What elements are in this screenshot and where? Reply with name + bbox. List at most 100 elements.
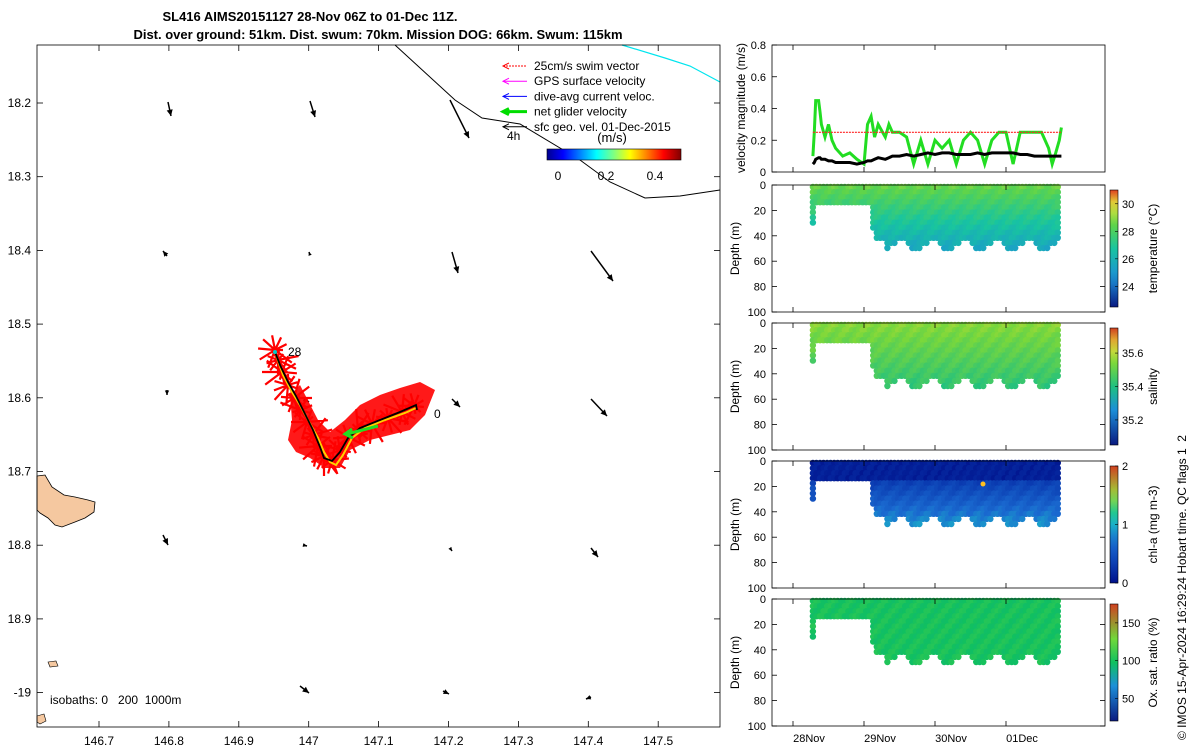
svg-text:4h: 4h (507, 129, 520, 143)
depth-tick-label: 80 (754, 558, 766, 570)
svg-text:sfc geo. vel. 01-Dec-2015: sfc geo. vel. 01-Dec-2015 (534, 120, 671, 134)
svg-text:25cm/s swim vector: 25cm/s swim vector (534, 59, 639, 73)
colorbar-tick-label: 1 (1122, 520, 1128, 532)
legend-item: GPS surface velocity (501, 74, 645, 88)
map-ytick-label: 18.4 (8, 243, 32, 257)
map-xtick-label: 146.9 (224, 734, 254, 748)
colorbar-label-chl-a: chl-a (mg m-3) (1146, 485, 1160, 563)
depth-tick-label: 80 (754, 420, 766, 432)
map-xtick-label: 147.1 (364, 734, 394, 748)
velocity-ytick-label: 0.6 (751, 72, 766, 84)
current-arrow (590, 547, 599, 558)
map-ytick-label: 18.8 (8, 538, 32, 552)
heatmap-cells (809, 597, 1062, 666)
colorbar-tick-label: 26 (1122, 254, 1134, 266)
track-start-label: 28 (288, 345, 302, 359)
current-arrow (585, 695, 592, 700)
time-xtick-label: 01Dec (1006, 733, 1038, 745)
map-xtick-label: 146.8 (154, 734, 184, 748)
time-xtick-label: 28Nov (793, 733, 825, 745)
colorbar-temperature (1109, 189, 1119, 308)
depth-tick-label: 20 (754, 481, 766, 493)
velocity-ytick-label: 0.8 (751, 40, 766, 52)
current-arrow (451, 251, 460, 274)
colorbar-tick-label: 100 (1122, 656, 1140, 668)
depth-tick-label: 20 (754, 205, 766, 217)
map-xtick-label: 147 (299, 734, 319, 748)
depth-label: Depth (m) (728, 222, 742, 275)
title-line2: Dist. over ground: 51km. Dist. swum: 70k… (133, 27, 622, 42)
depth-tick-label: 100 (748, 721, 766, 733)
heatmap-cells (809, 321, 1062, 390)
map-ytick-label: 18.2 (8, 96, 32, 110)
land-masses (36, 474, 96, 725)
current-arrow (448, 546, 453, 552)
colorbar-tick: 0.2 (598, 169, 615, 183)
velocity-ytick-label: 0 (760, 167, 766, 179)
velocity-ylabel: velocity magnitude (m/s) (734, 43, 748, 173)
current-arrow (299, 685, 310, 694)
colorbar-label-temperature: temperature (°C) (1146, 204, 1160, 294)
colorbar-label-salinity: salinity (1146, 368, 1160, 405)
current-arrow (162, 534, 169, 546)
current-arrow (590, 250, 614, 282)
colorbar-tick-label: 30 (1122, 199, 1134, 211)
legend-item: dive-avg current veloc. (501, 89, 655, 103)
colorbar-tick: 0.4 (647, 169, 664, 183)
credit-text: © IMOS 15-Apr-2024 16:29:24 Hobart time.… (1175, 435, 1189, 740)
colorbar-tick-label: 24 (1122, 281, 1134, 293)
current-arrows (162, 99, 614, 700)
depth-label: Depth (m) (728, 498, 742, 551)
heatmap-panel-chl-a: 0 20 40 60 80 100 Depth (m) 0 1 2 chl-a (mg m-3) (728, 456, 1160, 595)
current-arrow (162, 250, 169, 257)
depth-tick-label: 80 (754, 282, 766, 294)
current-arrow (442, 689, 450, 695)
depth-tick-label: 40 (754, 507, 766, 519)
depth-tick-label: 40 (754, 645, 766, 657)
map-axis-ticks: 146.7 146.8 146.9 147 147.1 147.2 147.3 147.4 14… (8, 45, 720, 748)
colorbar-tick: 0 (555, 169, 562, 183)
velocity-series-net-glider-velocity (811, 99, 1063, 170)
colorbar-tick-label: 35.4 (1122, 382, 1143, 394)
legend-item: 25cm/s swim vector (501, 59, 639, 73)
current-arrow (164, 390, 170, 395)
map-xtick-label: 147.3 (503, 734, 533, 748)
depth-tick-label: 20 (754, 619, 766, 631)
map-ytick-label: 18.9 (8, 612, 32, 626)
heatmap-panel-oxygen: 0 20 40 60 80 100 Depth (m) 50 100 150 Ox. sat. ra… (728, 594, 1160, 733)
current-arrow (302, 543, 308, 547)
current-arrow (449, 99, 470, 139)
colorbar-tick-label: 28 (1122, 226, 1134, 238)
glider-track: 28 0 (258, 335, 441, 476)
current-arrow (166, 101, 173, 117)
svg-text:dive-avg current veloc.: dive-avg current veloc. (534, 89, 655, 103)
colorbar-units: (m/s) (597, 130, 627, 145)
time-xtick-label: 29Nov (864, 733, 896, 745)
depth-tick-label: 100 (748, 445, 766, 457)
depth-label: Depth (m) (728, 360, 742, 413)
colorbar-tick-label: 2 (1122, 461, 1128, 473)
svg-text:net glider velocity: net glider velocity (534, 105, 627, 119)
depth-label: Depth (m) (728, 636, 742, 689)
depth-tick-label: 0 (760, 180, 766, 192)
colorbar-tick-label: 35.6 (1122, 348, 1143, 360)
depth-tick-label: 60 (754, 394, 766, 406)
map-ytick-label: 18.7 (8, 465, 32, 479)
colorbar-oxygen (1109, 603, 1119, 722)
depth-tick-label: 60 (754, 670, 766, 682)
time-xtick-label: 30Nov (935, 733, 967, 745)
velocity-ytick-label: 0.2 (751, 135, 766, 147)
heatmap-cells (809, 183, 1062, 252)
depth-tick-label: 100 (748, 583, 766, 595)
track-end-label: 0 (434, 407, 441, 421)
colorbar-tick-label: 50 (1122, 693, 1134, 705)
depth-tick-label: 0 (760, 456, 766, 468)
depth-tick-label: 100 (748, 307, 766, 319)
map-ytick-label: 18.3 (8, 170, 32, 184)
depth-tick-label: 40 (754, 369, 766, 381)
map-ytick-label: 18.6 (8, 391, 32, 405)
legend-item: sfc geo. vel. 01-Dec-2015 (501, 120, 671, 134)
